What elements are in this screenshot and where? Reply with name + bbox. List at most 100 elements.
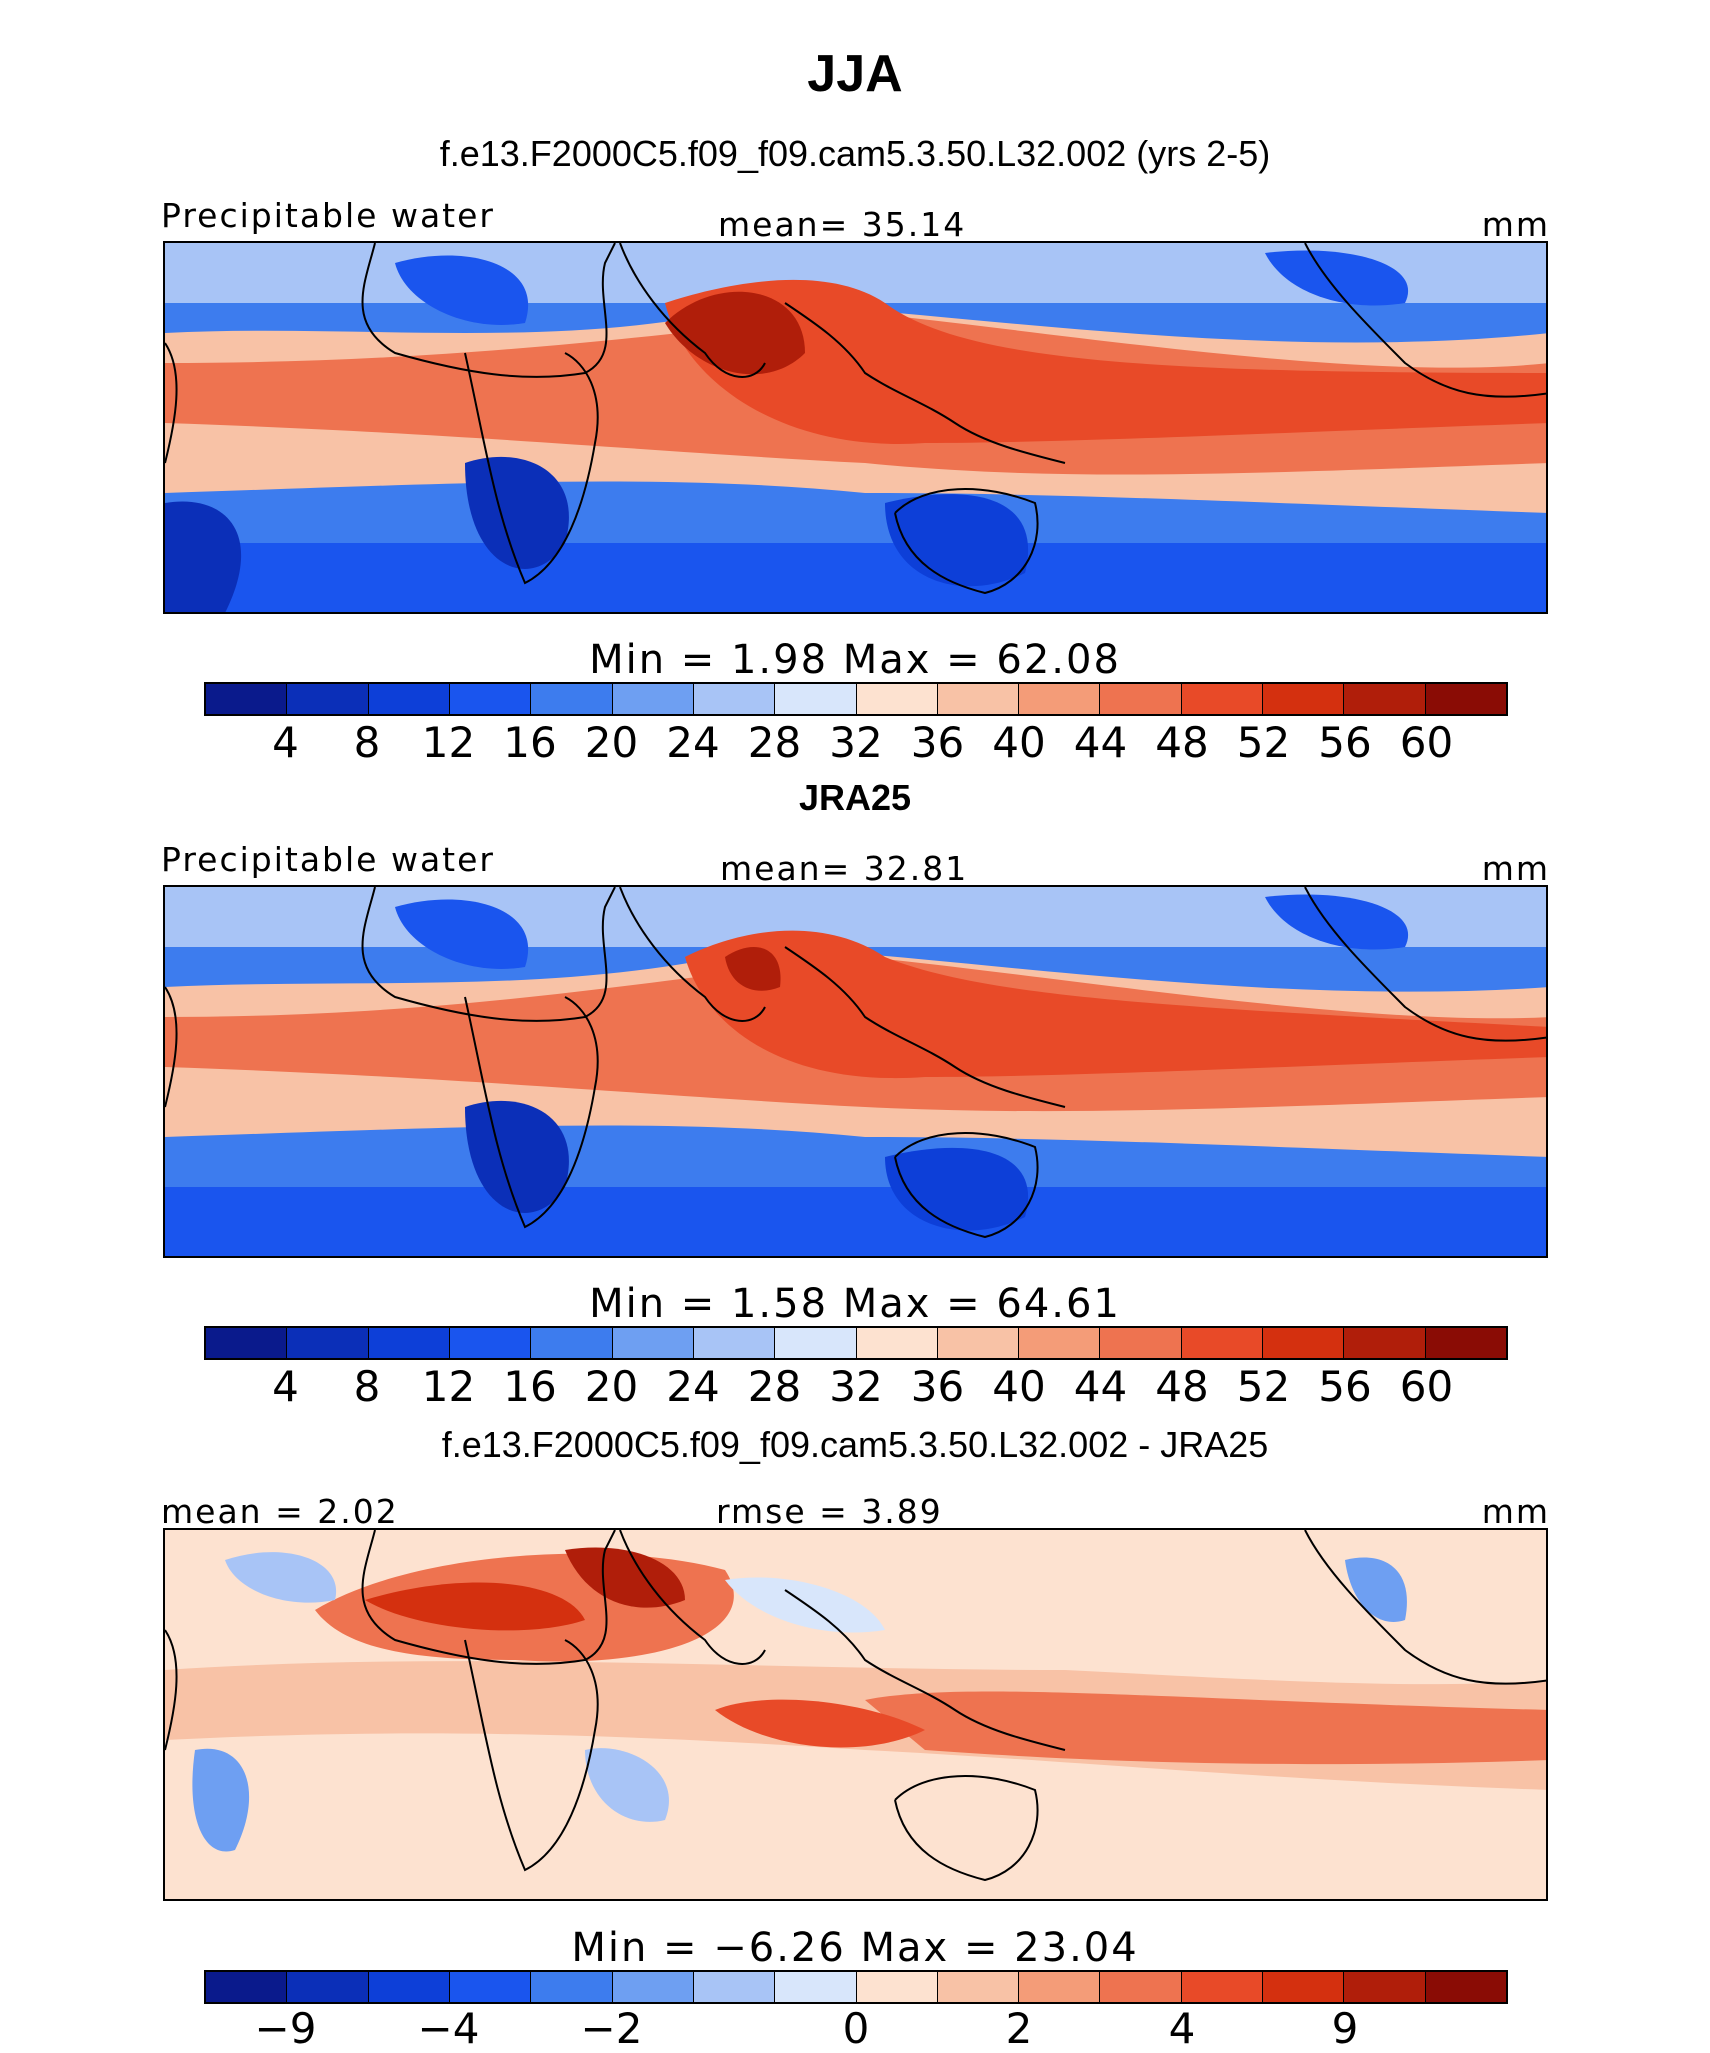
contour-region xyxy=(192,1748,250,1852)
colorbar-swatch xyxy=(775,684,857,714)
colorbar-swatch xyxy=(775,1972,857,2002)
colorbar-swatch xyxy=(531,1328,613,1358)
contour-region xyxy=(715,1699,925,1748)
colorbar-swatch xyxy=(1019,1328,1101,1358)
panel-3-colorbar xyxy=(204,1970,1508,2004)
colorbar-tick-label: 56 xyxy=(1318,718,1372,767)
colorbar-swatch xyxy=(1263,1328,1345,1358)
colorbar-tick-label: 0 xyxy=(842,2004,870,2053)
coastline xyxy=(165,986,178,1108)
colorbar-tick-label: 56 xyxy=(1318,1362,1372,1411)
coastline xyxy=(361,887,616,1022)
colorbar-swatch xyxy=(368,684,450,714)
colorbar-tick-label: 44 xyxy=(1073,718,1128,767)
contour-region xyxy=(665,291,805,375)
panel-3-colorbar-ticks: −9 −4 −2 0 2 4 9 xyxy=(204,2004,1508,2053)
contour-region xyxy=(465,1100,569,1213)
colorbar-swatch xyxy=(368,1972,450,2002)
colorbar-swatch xyxy=(449,1972,532,2002)
colorbar-swatch xyxy=(775,1328,857,1358)
panel-1-minmax: Min = 1.98 Max = 62.08 xyxy=(589,637,1121,683)
colorbar-swatch xyxy=(937,1328,1020,1358)
contour-region xyxy=(395,899,529,969)
contour-region xyxy=(1265,894,1409,950)
panel-1-colorbar xyxy=(204,682,1508,716)
colorbar-swatch xyxy=(206,1972,288,2002)
coastline xyxy=(619,887,766,1022)
contour-region xyxy=(465,456,569,569)
panel-1-variable-label: Precipitable water xyxy=(161,196,495,235)
colorbar-swatch xyxy=(1263,684,1345,714)
colorbar-swatch xyxy=(1344,1328,1426,1358)
colorbar-swatch xyxy=(1425,1972,1506,2002)
panel-2-map xyxy=(163,885,1548,1258)
panel-1-colorbar-ticks: 4 8 12 16 20 24 28 32 36 40 44 48 52 56 60 xyxy=(204,718,1508,767)
colorbar-tick-label: 2 xyxy=(1005,2004,1033,2053)
contour-region xyxy=(585,1748,669,1822)
colorbar-swatch xyxy=(368,1328,450,1358)
colorbar-tick-label: 48 xyxy=(1155,718,1209,767)
colorbar-tick-label: 4 xyxy=(272,1362,299,1411)
colorbar-tick-label: 20 xyxy=(584,718,639,767)
panel-1-mean-label: mean= 35.14 xyxy=(718,205,967,244)
contour-region xyxy=(725,947,781,991)
colorbar-tick-label: 9 xyxy=(1331,2004,1359,2053)
colorbar-swatch xyxy=(856,1328,938,1358)
coastline xyxy=(361,243,616,378)
colorbar-swatch xyxy=(531,684,613,714)
colorbar-swatch xyxy=(287,1972,369,2002)
colorbar-swatch xyxy=(1344,684,1426,714)
colorbar-tick-label: 12 xyxy=(421,718,476,767)
panel-1-subtitle: f.e13.F2000C5.f09_f09.cam5.3.50.L32.002 … xyxy=(439,133,1271,174)
coastline xyxy=(619,1530,766,1665)
contour-region xyxy=(365,1582,585,1631)
contour-region xyxy=(725,1577,885,1633)
colorbar-swatch xyxy=(1344,1972,1426,2002)
colorbar-tick-label: 24 xyxy=(666,718,720,767)
colorbar-tick-label: 8 xyxy=(353,1362,381,1411)
colorbar-swatch xyxy=(693,684,776,714)
colorbar-swatch xyxy=(1100,1328,1182,1358)
colorbar-swatch xyxy=(206,684,288,714)
panel-2-minmax: Min = 1.58 Max = 64.61 xyxy=(589,1281,1121,1327)
contour-region xyxy=(225,1552,337,1603)
panel-2-colorbar xyxy=(204,1326,1508,1360)
colorbar-swatch xyxy=(693,1328,776,1358)
colorbar-swatch xyxy=(531,1972,613,2002)
colorbar-tick-label: 40 xyxy=(992,718,1046,767)
colorbar-tick-label: 52 xyxy=(1236,718,1291,767)
coastline xyxy=(1304,243,1546,398)
panel-2-subtitle: JRA25 xyxy=(798,777,912,818)
coastline xyxy=(165,1629,178,1751)
figure-title: JJA xyxy=(807,45,903,103)
contour-region xyxy=(885,1147,1029,1231)
contour-region xyxy=(165,501,242,612)
colorbar-tick-label: 44 xyxy=(1073,1362,1128,1411)
colorbar-tick-label: 52 xyxy=(1236,1362,1291,1411)
panel-1-map xyxy=(163,241,1548,614)
colorbar-tick-label: 16 xyxy=(503,1362,557,1411)
coastline xyxy=(1304,887,1546,1042)
colorbar-tick-label: −9 xyxy=(254,2004,317,2053)
colorbar-tick-label: 36 xyxy=(910,1362,965,1411)
panel-3-minmax: Min = −6.26 Max = 23.04 xyxy=(571,1925,1139,1971)
colorbar-swatch xyxy=(1425,1328,1506,1358)
contour-region xyxy=(685,930,1546,1079)
colorbar-swatch xyxy=(1181,1328,1264,1358)
coastline xyxy=(464,996,599,1229)
colorbar-swatch xyxy=(449,1328,532,1358)
colorbar-swatch xyxy=(287,1328,369,1358)
contour-region xyxy=(865,1691,1546,1765)
colorbar-swatch xyxy=(693,1972,776,2002)
panel-2-colorbar-ticks: 4 8 12 16 20 24 28 32 36 40 44 48 52 56 60 xyxy=(204,1362,1508,1411)
panel-2-units-label: mm xyxy=(1481,849,1550,888)
colorbar-swatch xyxy=(449,684,532,714)
coastline xyxy=(894,488,1039,595)
colorbar-swatch xyxy=(1100,1972,1182,2002)
panel-3-units-label: mm xyxy=(1481,1492,1550,1531)
panel-2-variable-label: Precipitable water xyxy=(161,840,495,879)
panel-2-mean-label: mean= 32.81 xyxy=(720,849,969,888)
coastline xyxy=(894,1775,1039,1882)
colorbar-tick-label: 48 xyxy=(1155,1362,1209,1411)
colorbar-tick-label: 32 xyxy=(829,1362,883,1411)
